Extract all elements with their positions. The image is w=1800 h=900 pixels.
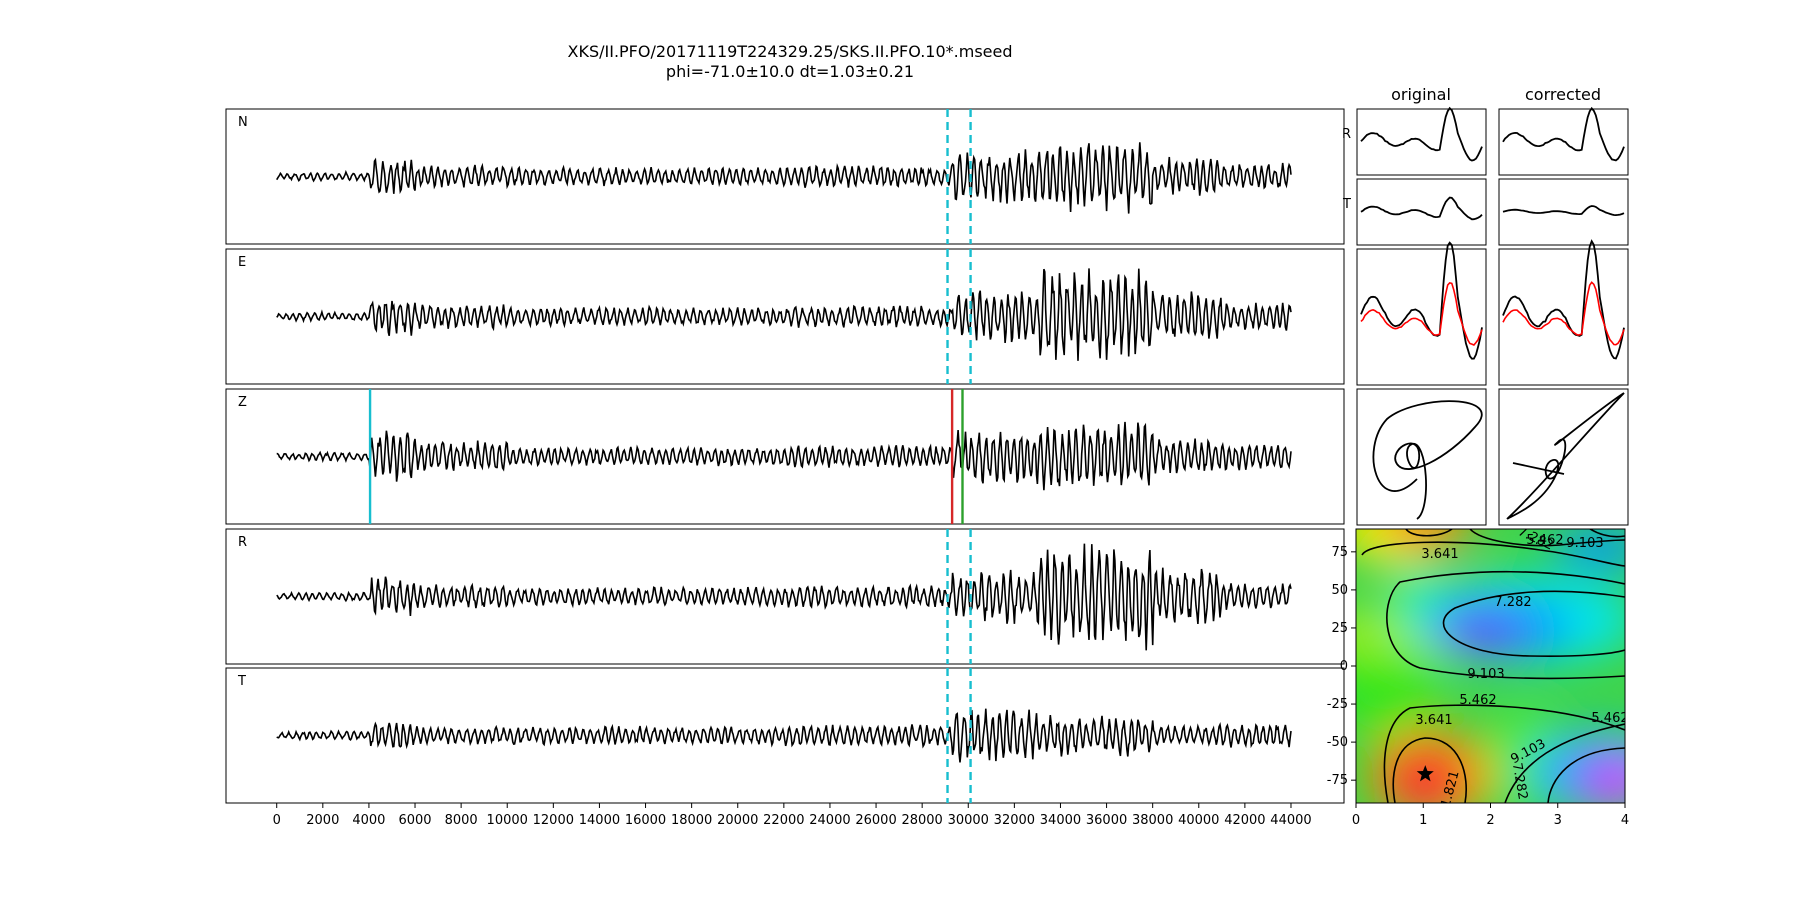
time-tick-label: 40000 xyxy=(1178,813,1219,828)
pm-panel-1-1 xyxy=(1498,178,1629,246)
best-fit-star xyxy=(1416,765,1434,782)
time-tick-label: 22000 xyxy=(763,813,804,828)
contour-label-7282-top: 7.282 xyxy=(1494,595,1531,610)
pm-panel-0-3 xyxy=(1356,388,1487,526)
trace-panel-z-frame xyxy=(225,388,1345,525)
time-tick-label: 4000 xyxy=(352,813,385,828)
contour-label-3641-bottom: 3.641 xyxy=(1415,713,1452,728)
trace-line-t xyxy=(276,708,1292,763)
contour-label-54-right: 5.462 xyxy=(1591,711,1628,726)
particle-motion-path-0 xyxy=(1372,400,1483,520)
particle-motion-panels xyxy=(1356,106,1629,526)
time-tick-label: 30000 xyxy=(948,813,989,828)
time-axis: 0 2000 4000 6000 8000 10000 12000 14000 16000 180… xyxy=(273,803,1312,828)
row-label-t: T xyxy=(1342,197,1351,212)
pm-panel-0-0 xyxy=(1356,108,1487,176)
trace-label-n: N xyxy=(238,115,248,130)
row-label-r: R xyxy=(1342,127,1351,142)
time-tick-label: 36000 xyxy=(1086,813,1127,828)
surface-x-tick-label: 2 xyxy=(1486,813,1494,828)
contour-label-9103-mid: 9.103 xyxy=(1467,667,1504,682)
contour-label-7282-bottom: 7.282 xyxy=(1509,762,1530,801)
time-tick-label: 0 xyxy=(273,813,281,828)
time-tick-label: 44000 xyxy=(1270,813,1311,828)
time-tick-label: 34000 xyxy=(1040,813,1081,828)
error-surface-panel: 3.641 5.462 7.282 9.103 7.282 9.103 5.46… xyxy=(1327,528,1629,828)
trace-label-z: Z xyxy=(238,395,247,410)
column-title-original: original xyxy=(1391,85,1451,104)
pm-overlay-red-1 xyxy=(1502,281,1625,346)
time-tick-label: 8000 xyxy=(445,813,478,828)
time-tick-label: 18000 xyxy=(671,813,712,828)
trace-label-r: R xyxy=(238,535,247,550)
time-tick-label: 16000 xyxy=(625,813,666,828)
pm-trace-0-2 xyxy=(1360,241,1483,360)
surface-y-tick-label: -50 xyxy=(1327,735,1348,750)
pm-trace-0-0 xyxy=(1360,106,1483,162)
time-tick-label: 14000 xyxy=(579,813,620,828)
time-tick-label: 10000 xyxy=(487,813,528,828)
time-tick-label: 6000 xyxy=(398,813,431,828)
contour-label-3641-top: 3.641 xyxy=(1421,547,1458,562)
surface-y-tick-label: -75 xyxy=(1327,773,1348,788)
surface-x-tick-label: 3 xyxy=(1554,813,1562,828)
surface-y-tick-label: 25 xyxy=(1331,621,1348,636)
pm-overlay-red-0 xyxy=(1360,282,1483,346)
trace-panel-t-frame xyxy=(225,667,1345,804)
trace-panel-n-frame xyxy=(225,108,1345,245)
time-tick-label: 24000 xyxy=(809,813,850,828)
pm-panel-1-0 xyxy=(1498,108,1629,176)
error-surface-axes: 0 1 2 3 4 -75 -50 -25 0 25 50 75 xyxy=(1327,545,1629,828)
best-fit-star-marker xyxy=(1416,765,1434,782)
time-tick-label: 12000 xyxy=(533,813,574,828)
trace-line-z xyxy=(276,421,1292,491)
pm-trace-1-1 xyxy=(1502,205,1625,217)
error-surface-colormap: 3.641 5.462 7.282 9.103 7.282 9.103 5.46… xyxy=(1356,529,1628,803)
trace-line-n xyxy=(276,142,1292,214)
surface-x-tick-label: 0 xyxy=(1352,813,1360,828)
pm-panel-0-2 xyxy=(1356,248,1487,386)
time-tick-label: 20000 xyxy=(717,813,758,828)
surface-y-tick-label: 50 xyxy=(1331,583,1348,598)
trace-line-r xyxy=(276,543,1292,651)
trace-label-t: T xyxy=(237,674,246,689)
time-tick-label: 38000 xyxy=(1132,813,1173,828)
pm-panel-1-2 xyxy=(1498,248,1629,386)
trace-panel-e-frame xyxy=(225,248,1345,385)
surface-y-tick-label: -25 xyxy=(1327,697,1348,712)
pm-panel-1-3 xyxy=(1498,388,1629,526)
column-title-corrected: corrected xyxy=(1525,85,1601,104)
time-tick-label: 32000 xyxy=(994,813,1035,828)
pm-panel-0-1 xyxy=(1356,178,1487,246)
time-tick-label: 28000 xyxy=(901,813,942,828)
time-tick-label: 26000 xyxy=(855,813,896,828)
time-tick-label: 2000 xyxy=(306,813,339,828)
trace-label-e: E xyxy=(238,255,246,270)
surface-x-tick-label: 1 xyxy=(1419,813,1427,828)
trace-line-e xyxy=(276,268,1292,361)
seismogram-panels: N E Z R T xyxy=(225,108,1345,804)
contour-label-5462-top: 5.462 xyxy=(1526,533,1563,548)
pm-trace-0-1 xyxy=(1360,196,1483,221)
figure-title: XKS/II.PFO/20171119T224329.25/SKS.II.PFO… xyxy=(568,42,1013,61)
surface-y-tick-label: 75 xyxy=(1331,545,1348,560)
pm-trace-1-2 xyxy=(1502,239,1625,360)
surface-x-tick-label: 4 xyxy=(1621,813,1629,828)
time-tick-label: 42000 xyxy=(1224,813,1265,828)
contour-label-9103-top: 9.103 xyxy=(1566,536,1603,551)
surface-y-tick-label: 0 xyxy=(1340,659,1348,674)
trace-panel-r-frame xyxy=(225,528,1345,665)
pm-trace-1-0 xyxy=(1502,106,1625,162)
particle-motion-path-1 xyxy=(1506,392,1625,520)
figure-subtitle: phi=-71.0±10.0 dt=1.03±0.21 xyxy=(666,62,914,81)
contour-label-5462-mid: 5.462 xyxy=(1459,693,1496,708)
